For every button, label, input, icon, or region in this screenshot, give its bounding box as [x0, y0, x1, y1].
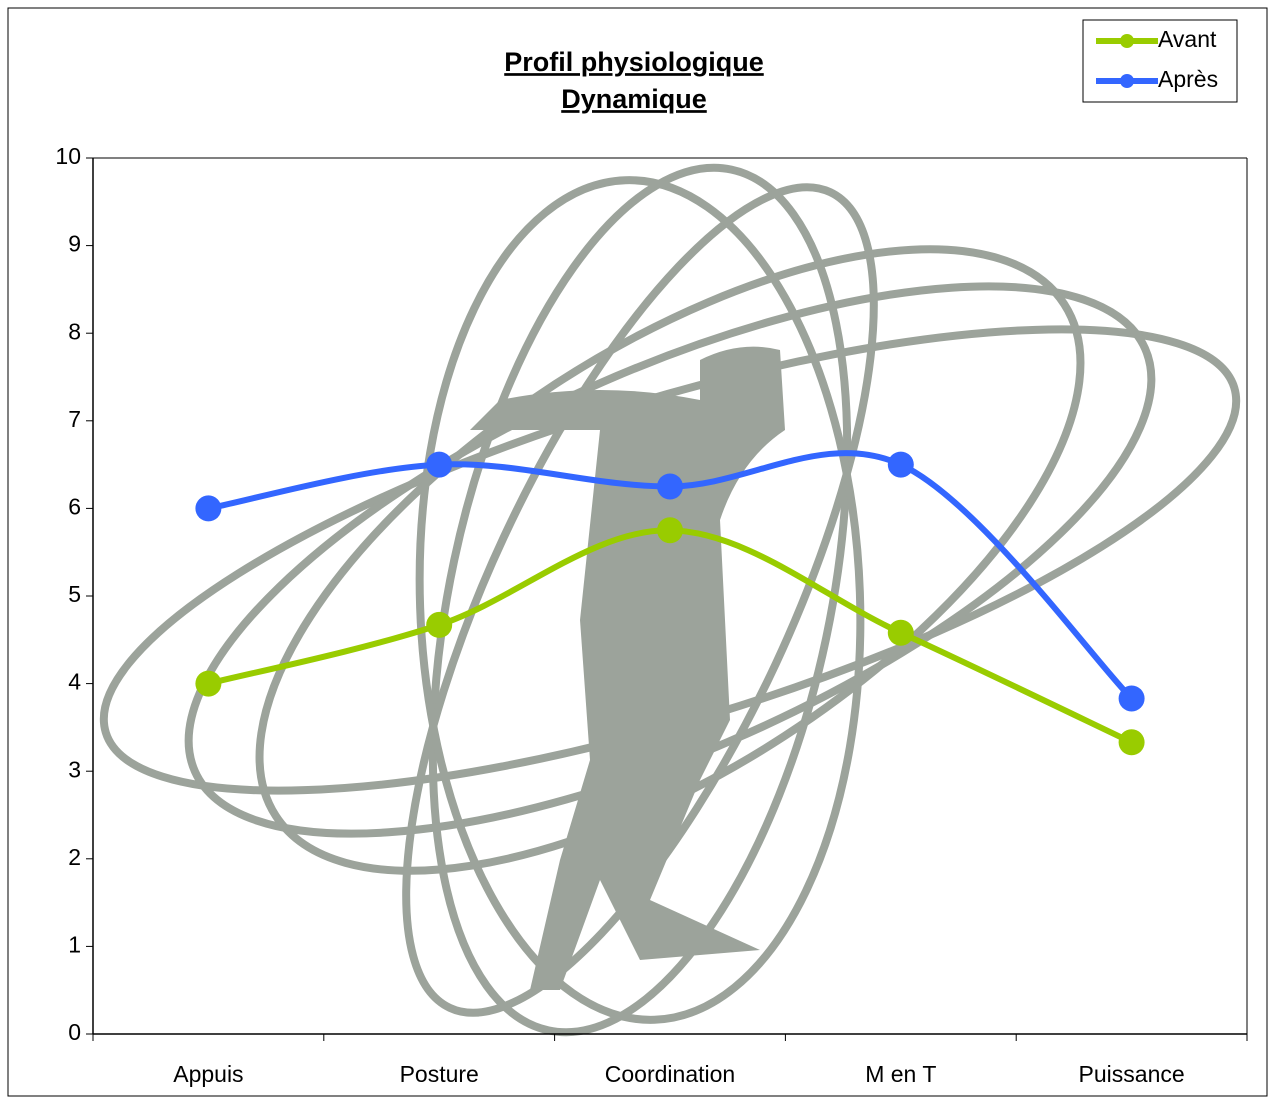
series-line: [207, 450, 1134, 701]
y-tick-label: 1: [68, 931, 81, 957]
data-point: [1118, 685, 1145, 712]
data-point: [1118, 729, 1145, 756]
y-tick-label: 4: [68, 669, 81, 695]
legend-box: [1082, 19, 1238, 103]
data-point: [195, 670, 222, 697]
x-tick-label: Coordination: [605, 1061, 735, 1087]
data-point: [657, 473, 683, 500]
chart-frame: [7, 7, 1268, 1097]
background-illustration: [99, 163, 1241, 1037]
legend-marker: [1120, 74, 1134, 88]
y-tick-label: 2: [68, 844, 81, 870]
x-tick-label: Appuis: [173, 1061, 243, 1087]
y-tick-label: 8: [68, 318, 81, 344]
y-tick-label: 9: [68, 231, 81, 257]
y-tick-label: 0: [68, 1019, 81, 1045]
y-tick-label: 10: [55, 143, 81, 169]
y-tick-label: 6: [68, 493, 81, 519]
data-point: [887, 451, 914, 478]
legend-label: Après: [1158, 66, 1218, 92]
data-point: [426, 611, 453, 638]
y-tick-label: 5: [68, 581, 81, 607]
legend-marker: [1120, 34, 1134, 48]
x-tick-label: M en T: [865, 1061, 936, 1087]
data-point: [426, 451, 453, 478]
y-tick-label: 7: [68, 406, 81, 432]
data-point: [657, 517, 683, 544]
data-point: [887, 619, 914, 646]
chart-title: Profil physiologique: [504, 47, 764, 77]
x-tick-label: Puissance: [1079, 1061, 1185, 1087]
data-point: [195, 495, 222, 522]
legend-label: Avant: [1158, 26, 1217, 52]
y-tick-label: 3: [68, 756, 81, 782]
x-tick-label: Posture: [400, 1061, 479, 1087]
chart-subtitle: Dynamique: [561, 84, 707, 114]
